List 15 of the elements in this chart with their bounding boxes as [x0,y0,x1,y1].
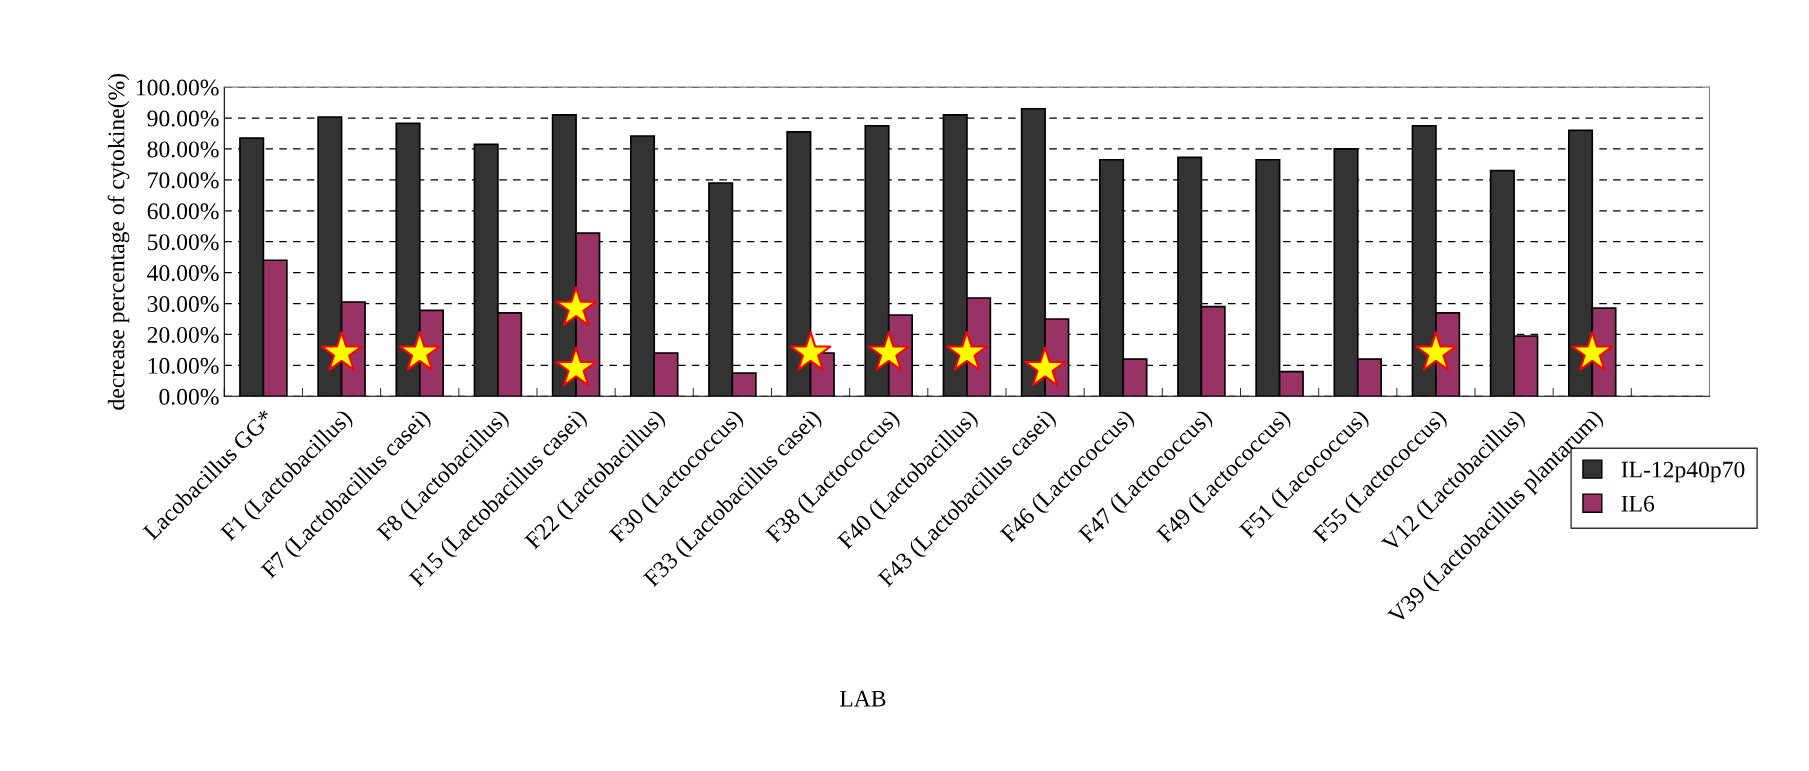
x-axis-title: LAB [840,690,886,707]
y-axis-title: decrease percentage of cytokine(%) [107,73,130,410]
legend-label: IL6 [1621,495,1655,512]
y-tick-label: 0.00% [159,388,219,405]
y-tick-label: 70.00% [148,172,219,189]
y-tick-label: 20.00% [147,326,219,343]
y-tick-label: 60.00% [147,203,219,220]
y-tick-label: 50.00% [148,234,219,251]
y-tick-label: 90.00% [147,110,219,127]
y-tick-label: 40.00% [147,265,219,282]
legend-label: IL-12p40p70 [1621,461,1745,483]
y-tick-label: 30.00% [147,296,219,313]
y-tick-label: 10.00% [148,357,219,374]
y-tick-label: 100.00% [136,79,219,96]
y-tick-label: 80.00% [147,141,219,158]
